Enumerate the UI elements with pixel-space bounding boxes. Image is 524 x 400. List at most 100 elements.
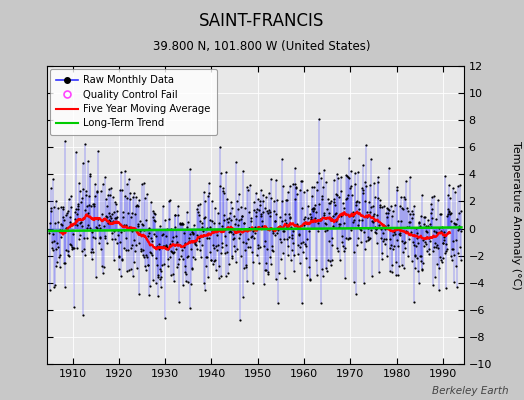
- Point: [293, 251, 302, 258]
- Point: [374, 195, 382, 201]
- Point: [355, 199, 363, 205]
- Point: [350, 217, 358, 224]
- Point: [335, 224, 344, 231]
- Point: [298, 300, 307, 306]
- Point: [58, 222, 67, 228]
- Point: [361, 245, 369, 252]
- Point: [300, 222, 309, 228]
- Point: [248, 248, 256, 255]
- Point: [375, 202, 384, 209]
- Point: [199, 233, 207, 240]
- Point: [67, 242, 75, 248]
- Point: [208, 198, 216, 204]
- Point: [214, 241, 222, 248]
- Point: [434, 245, 442, 251]
- Point: [51, 198, 60, 204]
- Point: [66, 219, 74, 226]
- Point: [321, 220, 329, 226]
- Point: [409, 238, 417, 245]
- Point: [193, 209, 202, 215]
- Point: [164, 256, 172, 262]
- Point: [188, 266, 196, 273]
- Point: [80, 246, 89, 252]
- Point: [254, 196, 262, 202]
- Point: [103, 214, 112, 220]
- Point: [334, 194, 343, 200]
- Point: [343, 173, 351, 180]
- Point: [138, 221, 146, 228]
- Point: [331, 202, 339, 208]
- Point: [328, 241, 336, 248]
- Point: [146, 249, 155, 255]
- Point: [289, 181, 298, 187]
- Point: [307, 216, 315, 222]
- Point: [95, 240, 103, 246]
- Point: [118, 213, 127, 220]
- Point: [215, 144, 224, 150]
- Point: [214, 210, 222, 216]
- Point: [405, 224, 413, 230]
- Point: [299, 249, 307, 255]
- Point: [397, 218, 405, 224]
- Point: [453, 284, 461, 290]
- Point: [410, 242, 419, 248]
- Point: [71, 209, 79, 215]
- Point: [257, 213, 266, 219]
- Point: [293, 221, 301, 228]
- Point: [246, 182, 255, 188]
- Point: [168, 237, 176, 244]
- Point: [416, 253, 424, 260]
- Point: [176, 242, 184, 249]
- Point: [242, 261, 250, 268]
- Point: [296, 186, 304, 193]
- Point: [450, 252, 458, 258]
- Point: [232, 158, 240, 165]
- Point: [112, 215, 121, 221]
- Point: [124, 247, 132, 254]
- Point: [442, 284, 450, 291]
- Point: [99, 270, 107, 276]
- Point: [346, 182, 355, 189]
- Point: [93, 225, 101, 232]
- Point: [419, 220, 428, 227]
- Point: [82, 203, 91, 210]
- Point: [116, 238, 124, 245]
- Point: [249, 258, 257, 265]
- Point: [195, 246, 204, 253]
- Point: [47, 208, 55, 214]
- Point: [80, 206, 89, 213]
- Point: [238, 212, 246, 219]
- Point: [353, 242, 361, 248]
- Point: [433, 260, 442, 267]
- Point: [122, 222, 130, 228]
- Point: [168, 271, 177, 277]
- Point: [348, 213, 357, 220]
- Point: [144, 262, 152, 268]
- Point: [326, 262, 335, 268]
- Point: [456, 182, 464, 188]
- Point: [157, 268, 166, 274]
- Point: [395, 231, 403, 238]
- Point: [290, 196, 299, 202]
- Point: [331, 211, 340, 217]
- Point: [155, 241, 163, 247]
- Point: [125, 267, 133, 273]
- Point: [126, 196, 134, 202]
- Point: [403, 204, 411, 211]
- Point: [408, 215, 416, 221]
- Point: [114, 227, 122, 233]
- Point: [293, 225, 301, 232]
- Point: [154, 293, 162, 299]
- Point: [231, 247, 239, 254]
- Point: [440, 229, 448, 236]
- Point: [442, 240, 451, 247]
- Point: [150, 210, 158, 216]
- Point: [215, 263, 224, 270]
- Point: [59, 214, 68, 220]
- Point: [146, 250, 155, 256]
- Point: [275, 224, 283, 230]
- Point: [288, 235, 296, 241]
- Point: [344, 174, 353, 180]
- Point: [452, 221, 461, 227]
- Point: [108, 218, 117, 224]
